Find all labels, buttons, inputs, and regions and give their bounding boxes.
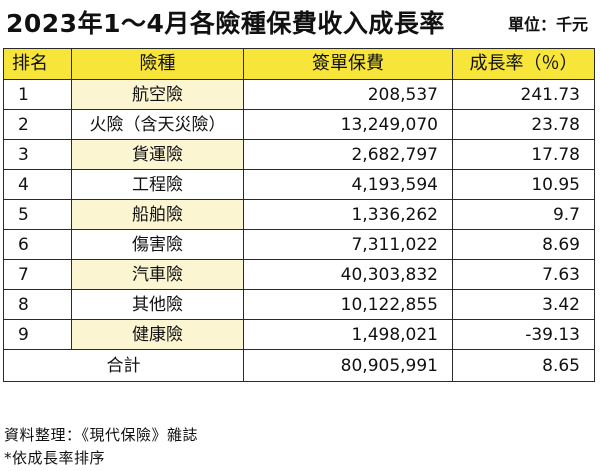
- cell-growth: 17.78: [452, 139, 595, 170]
- cell-premium: 1,336,262: [243, 199, 453, 230]
- cell-premium: 208,537: [243, 79, 453, 110]
- header-growth: 成長率（％）: [452, 48, 595, 80]
- cell-type: 其他險: [71, 289, 244, 320]
- table-row: 1 航空險 208,537 241.73: [3, 79, 595, 110]
- table-row: 3 貨運險 2,682,797 17.78: [3, 139, 595, 170]
- cell-growth: 7.63: [452, 259, 595, 290]
- cell-type: 汽車險: [71, 259, 244, 290]
- premium-growth-table: 排名 險種 簽單保費 成長率（％） 1 航空險 208,537 241.73 2…: [3, 48, 595, 382]
- cell-rank: 5: [3, 199, 72, 230]
- table-row: 5 船舶險 1,336,262 9.7: [3, 199, 595, 230]
- cell-premium: 4,193,594: [243, 169, 453, 200]
- table-header-row: 排名 險種 簽單保費 成長率（％）: [3, 48, 595, 80]
- cell-premium: 7,311,022: [243, 229, 453, 260]
- header-type: 險種: [71, 48, 244, 80]
- cell-rank: 1: [3, 79, 72, 110]
- cell-rank: 3: [3, 139, 72, 170]
- cell-type: 火險（含天災險）: [71, 109, 244, 140]
- cell-type: 傷害險: [71, 229, 244, 260]
- cell-growth: 8.69: [452, 229, 595, 260]
- total-row: 合計 80,905,991 8.65: [3, 349, 595, 382]
- cell-rank: 8: [3, 289, 72, 320]
- cell-rank: 7: [3, 259, 72, 290]
- cell-growth: 23.78: [452, 109, 595, 140]
- header-rank: 排名: [3, 48, 72, 80]
- page-title: 2023年1～4月各險種保費收入成長率: [6, 9, 445, 38]
- cell-type: 貨運險: [71, 139, 244, 170]
- total-label: 合計: [3, 349, 244, 382]
- cell-rank: 4: [3, 169, 72, 200]
- table-row: 8 其他險 10,122,855 3.42: [3, 289, 595, 320]
- cell-premium: 2,682,797: [243, 139, 453, 170]
- total-premium: 80,905,991: [243, 349, 453, 382]
- cell-rank: 2: [3, 109, 72, 140]
- source-note: 資料整理：《現代保險》雜誌: [4, 426, 199, 444]
- unit-label: 單位：千元: [507, 15, 588, 34]
- table-row: 9 健康險 1,498,021 -39.13: [3, 319, 595, 350]
- table-row: 4 工程險 4,193,594 10.95: [3, 169, 595, 200]
- sort-note: *依成長率排序: [4, 449, 106, 467]
- cell-growth: -39.13: [452, 319, 595, 350]
- cell-premium: 1,498,021: [243, 319, 453, 350]
- table-row: 7 汽車險 40,303,832 7.63: [3, 259, 595, 290]
- cell-type: 船舶險: [71, 199, 244, 230]
- cell-growth: 10.95: [452, 169, 595, 200]
- header-premium: 簽單保費: [243, 48, 453, 80]
- table-row: 2 火險（含天災險） 13,249,070 23.78: [3, 109, 595, 140]
- cell-premium: 40,303,832: [243, 259, 453, 290]
- cell-growth: 3.42: [452, 289, 595, 320]
- cell-growth: 9.7: [452, 199, 595, 230]
- cell-premium: 10,122,855: [243, 289, 453, 320]
- cell-type: 航空險: [71, 79, 244, 110]
- table-row: 6 傷害險 7,311,022 8.69: [3, 229, 595, 260]
- cell-growth: 241.73: [452, 79, 595, 110]
- cell-type: 健康險: [71, 319, 244, 350]
- total-growth: 8.65: [452, 349, 595, 382]
- cell-rank: 9: [3, 319, 72, 350]
- cell-rank: 6: [3, 229, 72, 260]
- cell-premium: 13,249,070: [243, 109, 453, 140]
- cell-type: 工程險: [71, 169, 244, 200]
